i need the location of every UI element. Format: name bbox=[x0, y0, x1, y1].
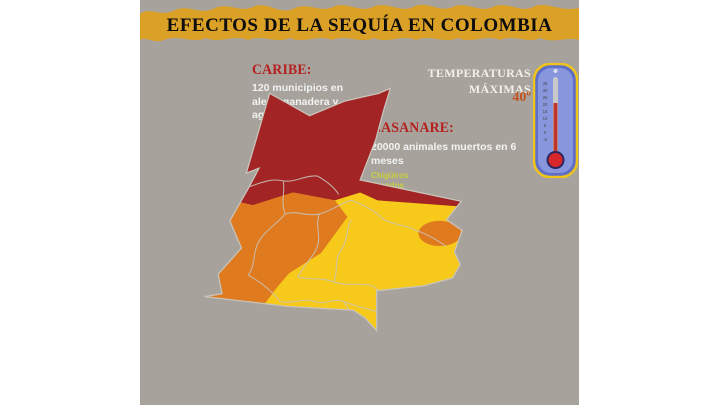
svg-text:-5: -5 bbox=[543, 137, 547, 142]
svg-text:30: 30 bbox=[543, 88, 548, 93]
svg-text:20: 20 bbox=[543, 102, 548, 107]
svg-text:25: 25 bbox=[543, 95, 548, 100]
svg-text:15: 15 bbox=[543, 109, 548, 114]
svg-text:10: 10 bbox=[543, 116, 548, 121]
svg-text:35: 35 bbox=[543, 81, 548, 86]
